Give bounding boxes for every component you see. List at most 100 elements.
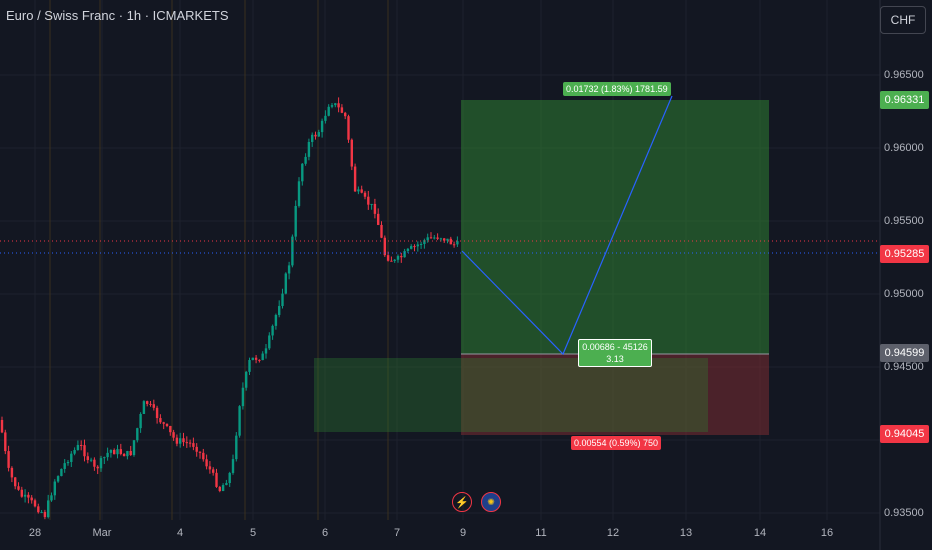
candle-body bbox=[202, 452, 205, 460]
candle-body bbox=[426, 237, 429, 241]
candle-body bbox=[228, 472, 231, 484]
price-tick: 0.95500 bbox=[884, 215, 924, 227]
time-tick: 12 bbox=[606, 527, 620, 539]
candle-body bbox=[198, 451, 202, 453]
candle-body bbox=[350, 139, 353, 167]
candlesticks bbox=[0, 97, 459, 520]
candle-body bbox=[238, 406, 241, 436]
candle-body bbox=[218, 486, 221, 492]
candle-body bbox=[281, 293, 284, 307]
candle-body bbox=[353, 166, 357, 192]
candle-body bbox=[324, 115, 327, 121]
candle-body bbox=[327, 106, 330, 116]
time-tick: 11 bbox=[535, 527, 547, 539]
candle-body bbox=[205, 459, 208, 467]
candle-body bbox=[337, 103, 340, 108]
candle-body bbox=[43, 511, 47, 518]
candle-body bbox=[390, 260, 393, 262]
candle-body bbox=[330, 105, 334, 107]
candle-body bbox=[340, 107, 344, 113]
candle-body bbox=[70, 453, 73, 462]
candle-body bbox=[248, 360, 251, 372]
candle-body bbox=[304, 156, 307, 164]
price-tick: 0.96000 bbox=[884, 142, 924, 154]
candle-body bbox=[165, 423, 169, 426]
candle-body bbox=[423, 240, 426, 244]
candle-body bbox=[245, 371, 248, 388]
time-tick: 7 bbox=[393, 527, 401, 539]
candle-body bbox=[383, 237, 386, 256]
candle-body bbox=[231, 459, 235, 473]
candle-body bbox=[271, 325, 274, 336]
candle-body bbox=[169, 425, 172, 433]
lightning-icon[interactable]: ⚡ bbox=[452, 492, 472, 512]
candle-body bbox=[152, 404, 155, 408]
candle-body bbox=[360, 189, 363, 193]
candle-body bbox=[221, 485, 225, 492]
candle-body bbox=[179, 438, 182, 444]
candle-body bbox=[294, 205, 297, 237]
candle-body bbox=[307, 141, 311, 157]
time-tick: 4 bbox=[176, 527, 184, 539]
position-zones bbox=[314, 100, 769, 435]
candle-body bbox=[76, 444, 80, 451]
candle-body bbox=[192, 443, 195, 447]
entry-label[interactable]: 0.00686 - 45126 3.13 bbox=[578, 339, 652, 367]
candle-body bbox=[60, 468, 63, 477]
candle-body bbox=[347, 116, 350, 140]
candle-body bbox=[373, 203, 377, 214]
candle-body bbox=[93, 459, 96, 467]
candle-body bbox=[119, 449, 122, 454]
candle-body bbox=[63, 463, 66, 469]
candle-body bbox=[103, 457, 106, 459]
candle-body bbox=[136, 428, 139, 441]
candle-body bbox=[370, 203, 373, 205]
target-zone bbox=[461, 100, 769, 354]
candle-body bbox=[241, 387, 245, 407]
time-tick: 6 bbox=[321, 527, 329, 539]
candle-body bbox=[396, 256, 400, 260]
current-price-tag: 0.95285 bbox=[880, 245, 929, 263]
candle-body bbox=[393, 259, 396, 261]
candle-body bbox=[386, 255, 390, 261]
candle-body bbox=[0, 420, 4, 433]
candle-body bbox=[159, 418, 162, 423]
candle-body bbox=[37, 506, 40, 513]
price-tick: 0.95000 bbox=[884, 288, 924, 300]
candle-body bbox=[334, 103, 337, 106]
eu-flag-icon[interactable]: ✺ bbox=[481, 492, 501, 512]
candle-body bbox=[403, 251, 406, 258]
candle-body bbox=[14, 477, 17, 487]
candle-body bbox=[320, 120, 324, 133]
candle-body bbox=[162, 422, 165, 424]
time-tick: 9 bbox=[459, 527, 467, 539]
candle-body bbox=[446, 238, 449, 241]
price-tick: 0.93500 bbox=[884, 507, 924, 519]
price-tick: 0.94500 bbox=[884, 361, 924, 373]
candle-body bbox=[126, 451, 129, 457]
candle-body bbox=[33, 500, 37, 507]
stop-label[interactable]: 0.00554 (0.59%) 750 bbox=[571, 436, 662, 450]
candle-body bbox=[410, 246, 413, 249]
candle-body bbox=[215, 472, 218, 487]
candle-body bbox=[208, 466, 212, 470]
candle-body bbox=[182, 438, 185, 443]
candle-body bbox=[419, 243, 423, 245]
candle-body bbox=[291, 236, 294, 266]
candle-body bbox=[99, 458, 103, 469]
candle-body bbox=[284, 273, 287, 294]
candle-body bbox=[406, 248, 410, 252]
stop-zone bbox=[461, 354, 769, 435]
candle-body bbox=[89, 459, 93, 461]
target-label[interactable]: 0.01732 (1.83%) 1781.59 bbox=[563, 82, 671, 96]
projection-path[interactable] bbox=[461, 95, 673, 356]
symbol-title[interactable]: Euro / Swiss Franc · 1h · ICMARKETS bbox=[6, 8, 229, 23]
currency-button[interactable]: CHF bbox=[880, 6, 926, 34]
candle-body bbox=[86, 456, 89, 460]
candle-body bbox=[83, 445, 86, 457]
candle-body bbox=[50, 495, 53, 501]
candle-body bbox=[436, 237, 439, 239]
candle-body bbox=[363, 192, 367, 197]
entry-label-line2: 3.13 bbox=[606, 354, 624, 364]
